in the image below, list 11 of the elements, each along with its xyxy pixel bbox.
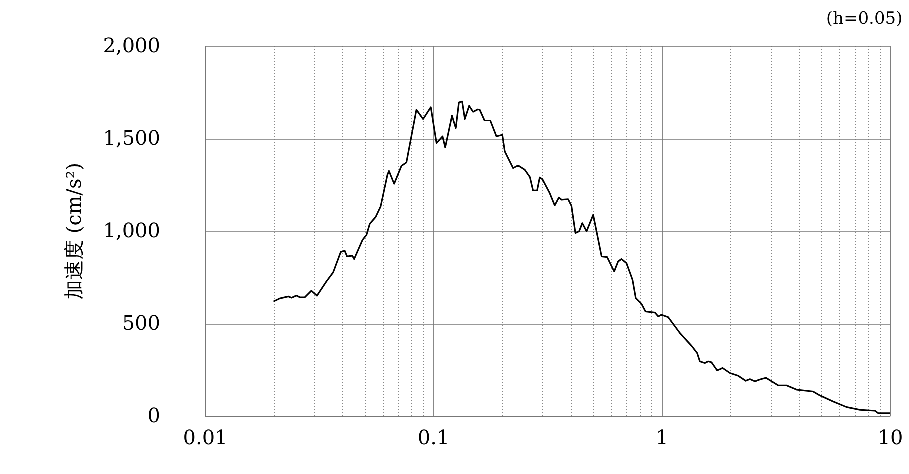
y-tick-label: 1,000 [103,218,160,242]
x-tick-label: 0.01 [183,426,228,450]
y-tick-label: 1,500 [103,126,160,150]
x-tick-label: 10 [878,426,904,450]
text: (h=0.05) [826,9,903,29]
y-tick-label: 500 [122,311,160,335]
y-tick-label: 2,000 [103,34,160,58]
x-tick-label: 1 [656,426,669,450]
y-tick-label: 0 [148,404,160,428]
x-tick-label: 0.1 [418,426,450,450]
y-axis-title: 加速度 (cm/s²) [62,162,86,300]
